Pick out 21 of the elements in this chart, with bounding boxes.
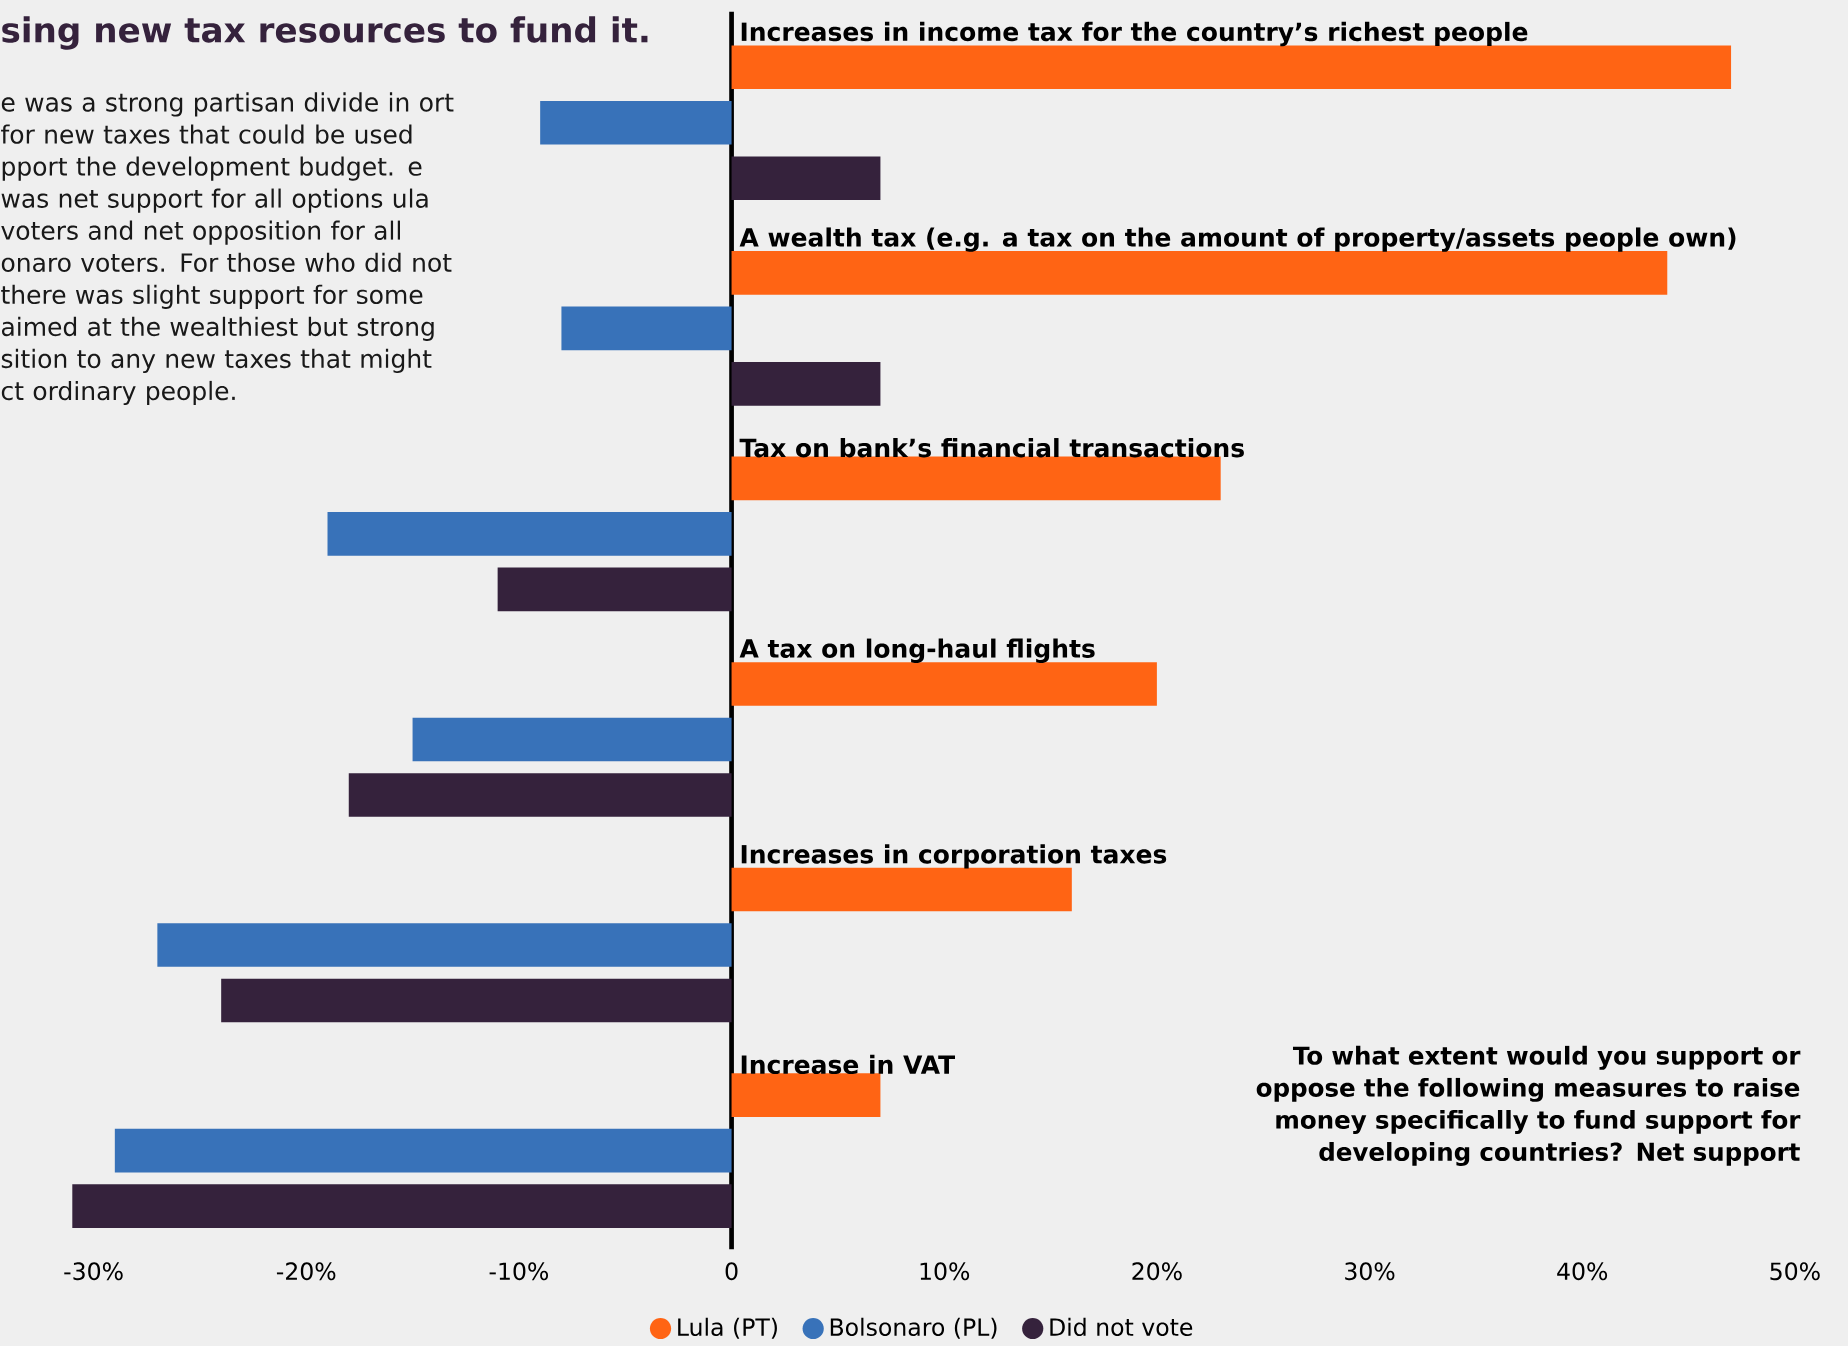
y-tick-label: Increases in corporation taxes [741, 844, 1167, 869]
y-tick-label: A tax on long-haul flights [739, 638, 1095, 663]
x-tick-label: 20% [1132, 1262, 1182, 1281]
text: e was a strong partisan divide in ort for new taxes that could be used pport the development budget. e was net support for all options ula voters and net opposition for all onaro voters. For those who did not there was slight support for some aimed at the wealthiest but strong sition to any new taxes that might ct ordinary people. [1, 92, 454, 406]
y-tick-label: A wealth tax (e.g. a tax on the amount of property/assets people own) [739, 227, 1736, 252]
x-tick-label: -10% [489, 1262, 549, 1281]
y-tick-label: Increase in VAT [741, 1054, 955, 1075]
x-tick-label: 10% [920, 1262, 970, 1281]
x-tick-label: -20% [276, 1262, 336, 1281]
legend-label: Bolsonaro (PL) [830, 1317, 997, 1339]
x-tick-label: 40% [1557, 1262, 1608, 1281]
x-tick-label: 50% [1770, 1262, 1820, 1281]
x-tick-label: 0 [725, 1262, 738, 1281]
x-tick-label: -30% [64, 1262, 123, 1281]
y-tick-label: Increases in income tax for the country’s richest people [741, 21, 1528, 47]
annotation: To what extent would you support or oppose the following measures to raise money specifically to fund support for developing countries? Net support [1256, 1045, 1801, 1166]
y-tick-label: Tax on bank’s financial transactions [739, 438, 1244, 458]
x-tick-label: 30% [1345, 1262, 1395, 1281]
legend-label: Lula (PT) [678, 1317, 777, 1339]
legend-label: Did not vote [1050, 1317, 1193, 1337]
chart-title: sing new tax resources to fund it. [2, 16, 648, 50]
